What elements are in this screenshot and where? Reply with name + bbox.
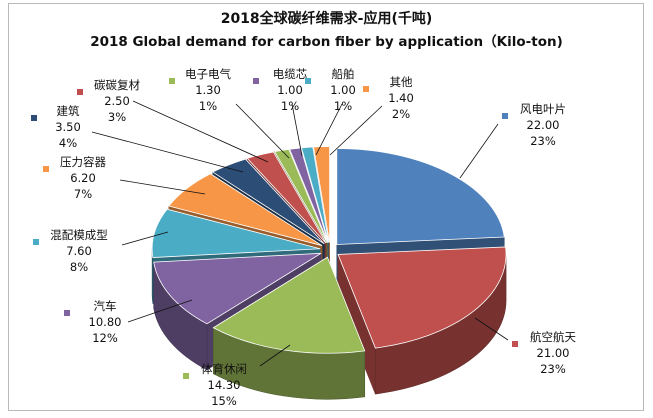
pie-slice xyxy=(246,151,327,244)
legend-key xyxy=(31,115,37,121)
pie-tops xyxy=(151,146,507,354)
slice-value: 7.60 xyxy=(66,244,92,258)
slice-percent: 8% xyxy=(70,260,88,274)
slice-value: 6.20 xyxy=(70,171,96,185)
legend-key xyxy=(512,341,518,347)
slice-value: 21.00 xyxy=(537,346,570,360)
pie-slice xyxy=(336,148,505,245)
slice-value: 2.50 xyxy=(104,94,130,108)
slice-label: 体育休闲 xyxy=(201,362,247,376)
pie-slice xyxy=(211,158,325,245)
slice-value: 3.50 xyxy=(55,120,81,134)
slice-label: 风电叶片 xyxy=(520,102,566,116)
chart-title: 2018全球碳纤维需求-应用(千吨) xyxy=(220,11,433,27)
slice-label: 电缆芯 xyxy=(273,67,308,81)
slice-label: 建筑 xyxy=(57,104,80,118)
slice-label: 其他 xyxy=(390,75,413,89)
slice-label: 混配模成型 xyxy=(50,228,108,242)
leader-line xyxy=(127,299,193,323)
leader-line xyxy=(315,103,343,156)
slice-label: 航空航天 xyxy=(530,330,576,344)
legend-key xyxy=(183,373,189,379)
pie-slice xyxy=(212,256,366,354)
pie-slice xyxy=(151,208,321,258)
leader-line xyxy=(459,123,499,179)
slice-value: 14.30 xyxy=(208,378,241,392)
slice-percent: 1% xyxy=(281,99,299,113)
slice-percent: 4% xyxy=(59,136,77,150)
leader-line xyxy=(119,179,206,195)
slice-value: 1.40 xyxy=(388,91,414,105)
legend-key xyxy=(253,78,259,84)
slice-label: 压力容器 xyxy=(60,155,106,169)
slice-label: 船舶 xyxy=(332,67,355,81)
slice-percent: 15% xyxy=(211,394,237,408)
slice-percent: 1% xyxy=(199,99,217,113)
pie-slice xyxy=(300,146,330,243)
leader-line xyxy=(259,344,291,367)
slice-percent: 1% xyxy=(334,99,352,113)
slice-percent: 12% xyxy=(92,331,118,345)
leader-line xyxy=(291,103,303,157)
legend-key xyxy=(169,78,175,84)
slice-percent: 23% xyxy=(540,362,566,376)
leader-line xyxy=(235,103,290,159)
slice-label: 汽车 xyxy=(94,299,117,313)
slice-value: 1.00 xyxy=(277,83,303,97)
slice-percent: 2% xyxy=(392,107,410,121)
slice-percent: 23% xyxy=(530,134,556,148)
slice-percent: 3% xyxy=(108,110,126,124)
legend-key xyxy=(502,113,508,119)
legend-key xyxy=(363,86,369,92)
chart-subtitle: 2018 Global demand for carbon fiber by a… xyxy=(90,34,563,50)
slice-label: 电子电气 xyxy=(185,67,231,81)
legend-key xyxy=(64,310,70,316)
leader-line xyxy=(474,317,509,341)
legend-key xyxy=(305,78,311,84)
pie-slice xyxy=(168,173,323,246)
legend-key xyxy=(33,239,39,245)
legend-key xyxy=(77,89,83,95)
slice-label: 碳碳复材 xyxy=(94,78,140,92)
leader-line xyxy=(91,131,244,173)
slice-value: 1.30 xyxy=(195,83,221,97)
leader-line xyxy=(132,100,269,163)
slice-value: 1.00 xyxy=(330,83,356,97)
pie-slice xyxy=(337,246,507,349)
data-labels: 风电叶片 22.00 23% 航空航天 21.00 23% 体育休闲 14.30 15% 汽车 10… xyxy=(31,67,576,408)
leader-line xyxy=(329,105,383,156)
slice-value: 10.80 xyxy=(89,315,122,329)
slice-percent: 7% xyxy=(74,187,92,201)
pie-slice xyxy=(153,252,322,325)
slice-value: 22.00 xyxy=(527,118,560,132)
pie-slice xyxy=(313,146,330,243)
legend-key xyxy=(43,166,49,172)
leader-line xyxy=(121,231,169,246)
